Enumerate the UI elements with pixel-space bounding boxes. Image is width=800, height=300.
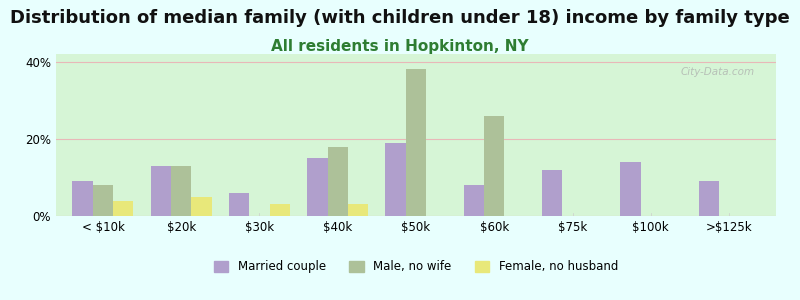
- Legend: Married couple, Male, no wife, Female, no husband: Married couple, Male, no wife, Female, n…: [210, 256, 622, 278]
- Bar: [620, 162, 641, 216]
- Bar: [73, 181, 93, 216]
- Bar: [229, 193, 250, 216]
- Bar: [542, 170, 562, 216]
- Bar: [348, 204, 368, 216]
- Bar: [307, 158, 327, 216]
- Text: All residents in Hopkinton, NY: All residents in Hopkinton, NY: [271, 39, 529, 54]
- Bar: [191, 197, 212, 216]
- Bar: [406, 69, 426, 216]
- Bar: [484, 116, 505, 216]
- Text: City-Data.com: City-Data.com: [680, 67, 754, 77]
- Bar: [270, 204, 290, 216]
- Bar: [698, 181, 719, 216]
- Text: Distribution of median family (with children under 18) income by family type: Distribution of median family (with chil…: [10, 9, 790, 27]
- Bar: [327, 147, 348, 216]
- Bar: [386, 143, 406, 216]
- Bar: [93, 185, 113, 216]
- Bar: [464, 185, 484, 216]
- Bar: [113, 201, 134, 216]
- Bar: [171, 166, 191, 216]
- Bar: [150, 166, 171, 216]
